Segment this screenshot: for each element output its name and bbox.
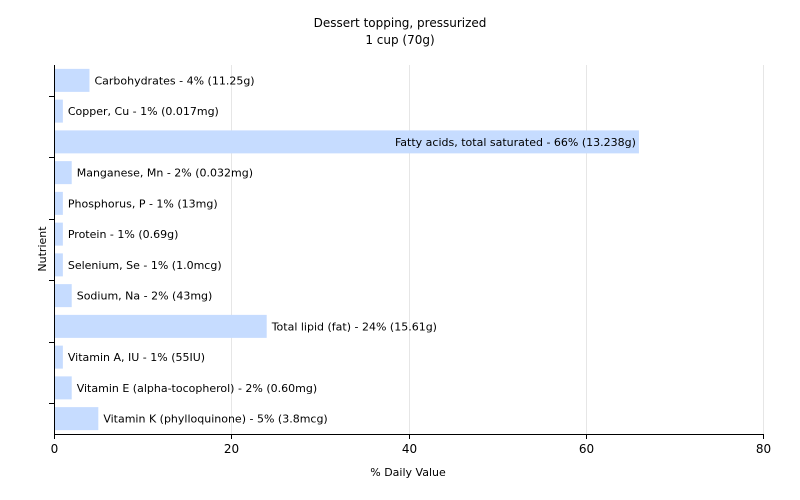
bar [55, 314, 267, 338]
bar-label: Selenium, Se - 1% (1.0mcg) [68, 259, 222, 272]
y-axis-label: Nutrient [36, 226, 49, 272]
chart-subtitle: 1 cup (70g) [365, 33, 434, 47]
bar-label: Protein - 1% (0.69g) [68, 228, 179, 241]
bar [55, 191, 63, 215]
bar [55, 253, 63, 277]
bar-label: Manganese, Mn - 2% (0.032mg) [77, 167, 253, 180]
bar [55, 222, 63, 246]
bar-label: Vitamin E (alpha-tocopherol) - 2% (0.60m… [77, 382, 317, 395]
bar [55, 345, 63, 369]
bar [55, 99, 63, 123]
x-axis-label: % Daily Value [370, 466, 446, 479]
x-tick-label: 0 [51, 442, 59, 456]
bar [55, 130, 639, 154]
axes-group: 0 20 40 60 80 [49, 65, 771, 456]
bar [55, 68, 90, 92]
chart-title: Dessert topping, pressurized [314, 16, 487, 30]
grid-lines [231, 65, 764, 434]
x-tick-label: 40 [402, 442, 417, 456]
x-tick-label: 60 [579, 442, 594, 456]
bar-label: Total lipid (fat) - 24% (15.61g) [271, 320, 437, 333]
bar-label: Copper, Cu - 1% (0.017mg) [68, 105, 219, 118]
bar [55, 161, 72, 185]
bar [55, 284, 72, 308]
bar-label: Vitamin A, IU - 1% (55IU) [68, 351, 205, 364]
bar-label: Carbohydrates - 4% (11.25g) [94, 74, 254, 87]
bar [55, 376, 72, 400]
bar [55, 407, 99, 431]
bars-group: Carbohydrates - 4% (11.25g) Copper, Cu - … [55, 68, 639, 431]
x-tick-label: 20 [224, 442, 239, 456]
bar-label: Vitamin K (phylloquinone) - 5% (3.8mcg) [103, 413, 327, 426]
bar-label: Phosphorus, P - 1% (13mg) [68, 197, 218, 210]
bar-label: Fatty acids, total saturated - 66% (13.2… [395, 136, 636, 149]
bar-label: Sodium, Na - 2% (43mg) [77, 290, 213, 303]
x-tick-label: 80 [756, 442, 771, 456]
